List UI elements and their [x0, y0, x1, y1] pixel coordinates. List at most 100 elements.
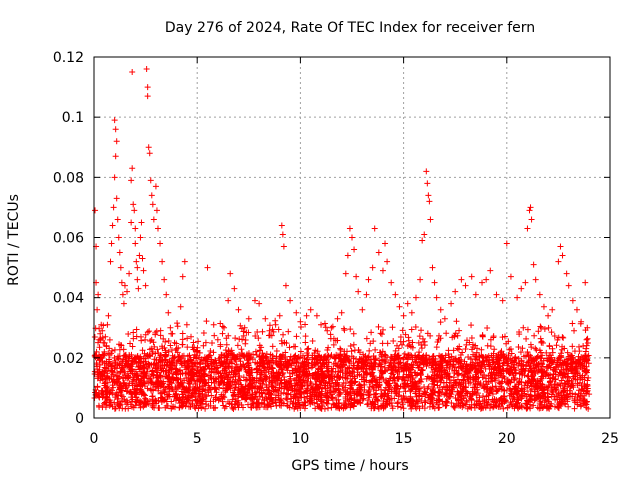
data-point [557, 243, 564, 250]
data-point [429, 264, 436, 271]
data-point [143, 66, 150, 73]
y-tick-label: 0.12 [53, 50, 84, 66]
data-point [129, 165, 136, 172]
data-point [108, 240, 115, 247]
data-point [346, 225, 353, 232]
data-point [148, 192, 155, 199]
data-point [369, 264, 376, 271]
data-point [134, 264, 141, 271]
x-tick-label: 15 [395, 431, 413, 447]
data-point [379, 267, 386, 274]
data-point [241, 324, 248, 331]
data-point [479, 279, 486, 286]
x-tick-label: 10 [291, 431, 309, 447]
data-point [144, 93, 151, 100]
data-point [392, 291, 399, 298]
data-point [342, 270, 349, 277]
data-point [124, 288, 131, 295]
data-point [227, 270, 234, 277]
data-point [530, 261, 537, 268]
data-point [293, 309, 300, 316]
grid-lines [94, 57, 610, 418]
data-point [384, 258, 391, 265]
y-axis-title: ROTI / TECUs [6, 194, 22, 286]
data-point [468, 273, 475, 280]
data-point [98, 321, 105, 328]
data-point [142, 282, 149, 289]
data-point [425, 192, 432, 199]
data-point [136, 252, 143, 259]
data-point [527, 204, 534, 211]
data-point [419, 237, 426, 244]
data-point [483, 276, 490, 283]
data-point [177, 303, 184, 310]
data-point [138, 219, 145, 226]
data-point [536, 291, 543, 298]
data-point [130, 201, 137, 208]
data-point [117, 264, 124, 271]
data-point [353, 273, 360, 280]
data-point [324, 327, 331, 334]
data-point [584, 324, 591, 331]
data-point [404, 300, 411, 307]
data-point [569, 297, 576, 304]
data-point [318, 321, 325, 328]
data-point [128, 219, 135, 226]
data-point [116, 249, 123, 256]
data-point [303, 312, 310, 319]
data-point [139, 255, 146, 262]
y-tick-label: 0.08 [53, 170, 84, 186]
data-point [129, 69, 136, 76]
data-point [133, 258, 140, 265]
data-point [103, 342, 110, 349]
data-point [545, 312, 552, 319]
data-points [91, 66, 593, 412]
data-point [181, 258, 188, 265]
data-point [431, 279, 438, 286]
data-point [119, 291, 126, 298]
data-point [165, 309, 172, 316]
data-point [146, 150, 153, 157]
data-point [448, 300, 455, 307]
data-point [433, 294, 440, 301]
data-point [179, 273, 186, 280]
data-point [328, 324, 335, 331]
data-point [437, 306, 444, 313]
data-point [522, 279, 529, 286]
dense-point-cloud [91, 317, 593, 412]
data-point [458, 276, 465, 283]
data-point [408, 309, 415, 316]
data-point [423, 168, 430, 175]
y-tick-label: 0.1 [62, 110, 84, 126]
data-point [565, 282, 572, 289]
data-point [493, 291, 500, 298]
data-point [150, 216, 157, 223]
data-point [462, 282, 469, 289]
data-point [524, 225, 531, 232]
data-point [113, 195, 120, 202]
data-point [140, 267, 147, 274]
data-point [307, 306, 314, 313]
data-point [131, 207, 138, 214]
data-point [145, 144, 152, 151]
data-point [518, 285, 525, 292]
data-point [245, 315, 252, 322]
data-point [388, 279, 395, 286]
data-point [472, 291, 479, 298]
data-point [578, 318, 585, 325]
data-point [412, 294, 419, 301]
data-point [115, 234, 122, 241]
data-point [137, 234, 144, 241]
data-point [400, 312, 407, 319]
data-point [113, 138, 120, 145]
data-point [169, 330, 176, 337]
data-point [114, 216, 121, 223]
data-point [262, 315, 269, 322]
data-point [121, 282, 128, 289]
data-point [135, 285, 142, 292]
data-point [95, 291, 102, 298]
data-point [280, 243, 287, 250]
data-point [351, 246, 358, 253]
data-point [334, 315, 341, 322]
